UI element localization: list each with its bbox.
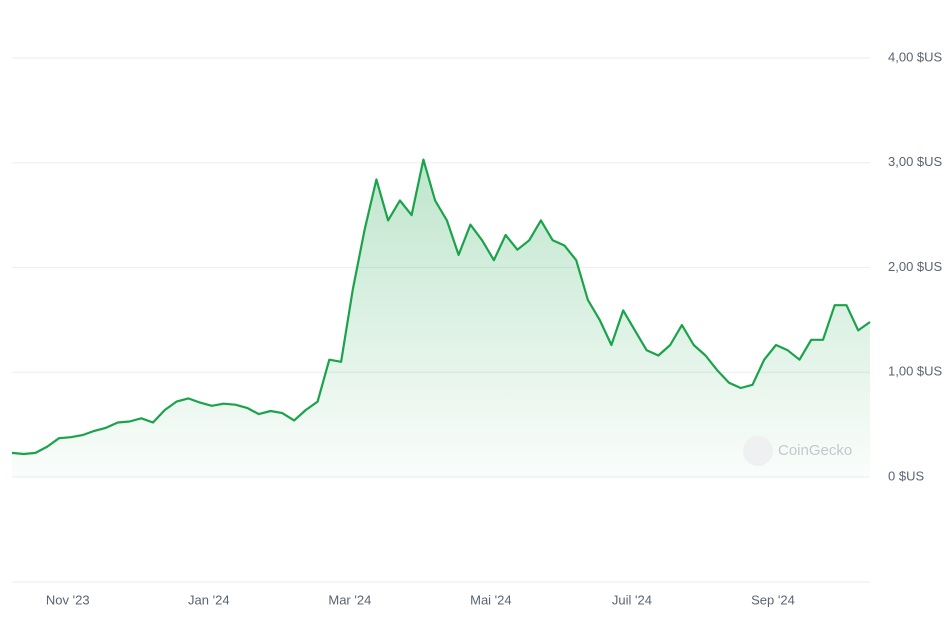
watermark-text: CoinGecko (778, 442, 852, 459)
x-tick-label: Mar '24 (328, 592, 371, 607)
y-tick-label: 2,00 $US (888, 259, 943, 274)
y-tick-label: 3,00 $US (888, 154, 943, 169)
y-tick-label: 1,00 $US (888, 364, 943, 379)
x-tick-label: Sep '24 (751, 592, 795, 607)
watermark: CoinGecko (743, 436, 852, 466)
price-area (12, 159, 870, 477)
watermark-logo (743, 436, 773, 466)
x-tick-label: Juil '24 (612, 592, 652, 607)
x-tick-label: Mai '24 (470, 592, 512, 607)
x-tick-label: Jan '24 (188, 592, 230, 607)
price-line (11, 158, 871, 456)
y-tick-label: 0 $US (888, 468, 924, 483)
y-tick-label: 4,00 $US (888, 49, 943, 64)
x-tick-label: Nov '23 (46, 592, 90, 607)
